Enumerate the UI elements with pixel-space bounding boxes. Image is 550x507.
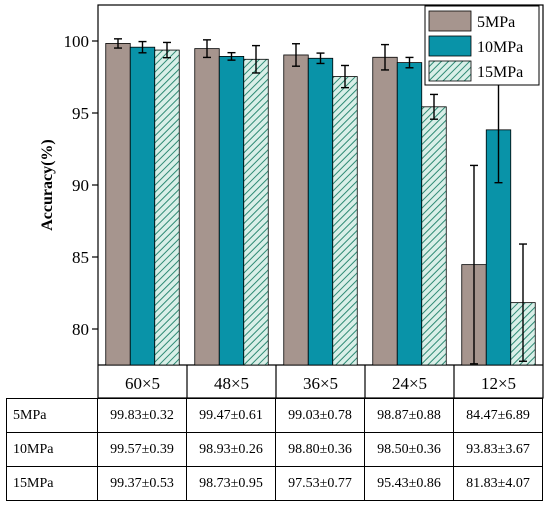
bar — [218, 56, 245, 366]
results-table: 5MPa 99.83±0.32 99.47±0.61 99.03±0.78 98.87±… — [6, 398, 543, 501]
legend-label: 5MPa — [477, 14, 515, 31]
y-tick-label: 100 — [64, 32, 90, 51]
table-cell: 95.43±0.86 — [364, 466, 454, 501]
bar — [194, 48, 220, 366]
table-cell: 99.03±0.78 — [275, 398, 365, 433]
table-cell: 98.73±0.95 — [186, 466, 276, 501]
bar — [105, 43, 131, 366]
x-tick-label: 12×5 — [481, 374, 516, 393]
bar — [243, 58, 269, 366]
bar — [129, 46, 156, 366]
table-cell: 81.83±4.07 — [453, 466, 543, 501]
legend-label: 15MPa — [477, 64, 523, 81]
legend-label: 10MPa — [477, 39, 523, 56]
table-row: 10MPa 99.57±0.39 98.93±0.26 98.80±0.36 98.50… — [6, 432, 543, 467]
table-cell: 99.83±0.32 — [97, 398, 187, 433]
table-cell: 98.93±0.26 — [186, 432, 276, 467]
x-tick-label: 36×5 — [303, 374, 338, 393]
bar — [396, 62, 423, 366]
x-tick-label: 48×5 — [214, 374, 249, 393]
table-cell: 93.83±3.67 — [453, 432, 543, 467]
row-label: 5MPa — [6, 398, 98, 433]
legend-swatch — [428, 10, 472, 32]
bar — [421, 106, 447, 366]
y-axis-label: Accuracy(%) — [39, 139, 56, 231]
y-tick-label: 80 — [72, 320, 89, 339]
legend-swatch — [428, 35, 472, 57]
x-tick-label: 60×5 — [125, 374, 160, 393]
table-row: 15MPa 99.37±0.53 98.73±0.95 97.53±0.77 95.43… — [6, 466, 543, 501]
y-tick-label: 95 — [72, 104, 89, 123]
table-cell: 98.80±0.36 — [275, 432, 365, 467]
row-label: 15MPa — [6, 466, 98, 501]
table-cell: 99.47±0.61 — [186, 398, 276, 433]
bar — [283, 54, 309, 366]
x-tick-label: 24×5 — [392, 374, 427, 393]
accuracy-bar-chart: 80 85 90 95 100 Accuracy(%) 60×5 48×5 36×5 24×5 12… — [39, 4, 544, 399]
bar — [307, 57, 334, 366]
table-cell: 99.37±0.53 — [97, 466, 187, 501]
table-cell: 98.87±0.88 — [364, 398, 454, 433]
row-label: 10MPa — [6, 432, 98, 467]
table-cell: 84.47±6.89 — [453, 398, 543, 433]
bar — [372, 56, 398, 366]
y-tick-label: 90 — [72, 176, 89, 195]
bar — [154, 49, 180, 366]
bar — [332, 76, 358, 366]
table-cell: 99.57±0.39 — [97, 432, 187, 467]
table-row: 5MPa 99.83±0.32 99.47±0.61 99.03±0.78 98.87±… — [6, 398, 543, 433]
y-tick-label: 85 — [72, 248, 89, 267]
table-cell: 97.53±0.77 — [275, 466, 365, 501]
legend-swatch — [428, 60, 472, 82]
table-cell: 98.50±0.36 — [364, 432, 454, 467]
